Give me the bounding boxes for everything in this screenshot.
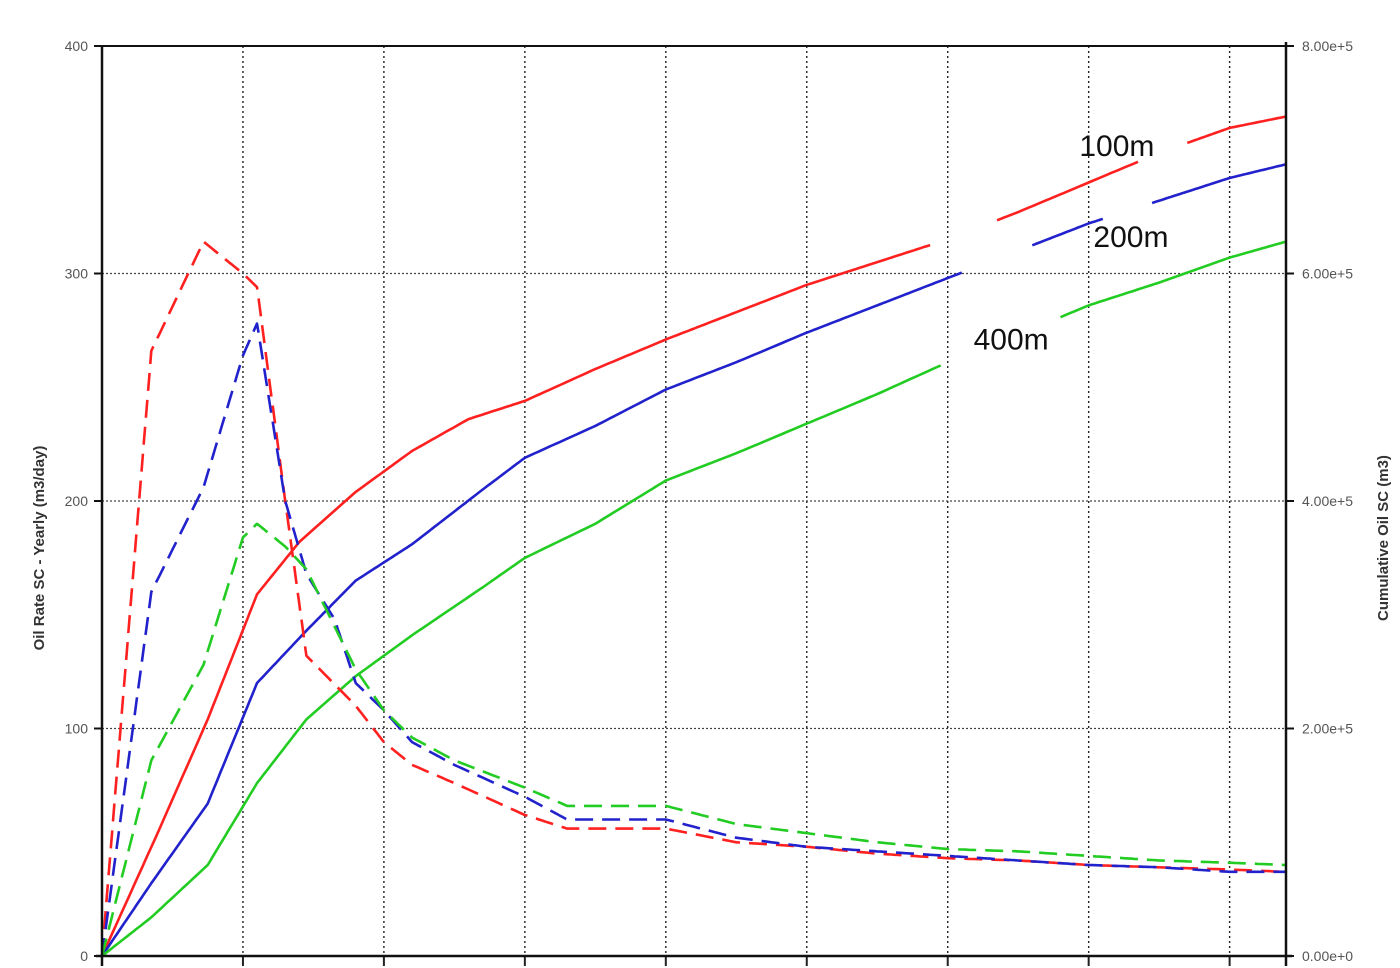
y-tick-label-right: 8.00e+5: [1302, 38, 1353, 54]
rate-line-dashed: [100, 522, 1287, 957]
y-axis-title-right: Cumulative Oil SC (m3): [1375, 455, 1392, 621]
series-line-200m-solid: [1151, 163, 1287, 205]
series-line-100m-solid: [100, 243, 931, 957]
series-line-100m-solid: [1186, 115, 1287, 145]
series-lines: [100, 115, 1287, 958]
y-tick-label-right: 2.00e+5: [1302, 721, 1353, 737]
y-tick-label-left: 400: [65, 38, 89, 54]
series-line-400m-solid: [101, 364, 942, 958]
series-label-100m: 100m: [1079, 130, 1154, 163]
y-tick-label-right: 0.00e+0: [1302, 948, 1353, 964]
axes: 0 100 200 300 400 0.00e+0 2.00e+5 4.00e+5 6.00e+…: [65, 38, 1353, 966]
rate-line-dashed: [100, 322, 1286, 957]
series-labels: 100m 200m 400m: [974, 130, 1169, 356]
y-tick-label-left: 200: [65, 493, 89, 509]
series-line-400m-solid: [1059, 240, 1287, 319]
grid: [102, 45, 1286, 956]
rate-line-dashed: [100, 240, 1287, 957]
series-label-200m: 200m: [1093, 221, 1168, 254]
y-tick-label-left: 100: [65, 721, 89, 737]
series-line-200m-solid: [100, 271, 963, 957]
y-tick-label-left: 0: [80, 948, 88, 964]
series-label-400m: 400m: [974, 323, 1049, 356]
y-tick-label-left: 300: [65, 266, 89, 282]
series-line-100m-solid: [996, 160, 1139, 222]
series-line-200m-solid: [1031, 217, 1104, 247]
y-axis-title-left: Oil Rate SC - Yearly (m3/day): [31, 446, 48, 651]
y-tick-label-right: 6.00e+5: [1302, 266, 1353, 282]
y-tick-label-right: 4.00e+5: [1302, 493, 1353, 509]
